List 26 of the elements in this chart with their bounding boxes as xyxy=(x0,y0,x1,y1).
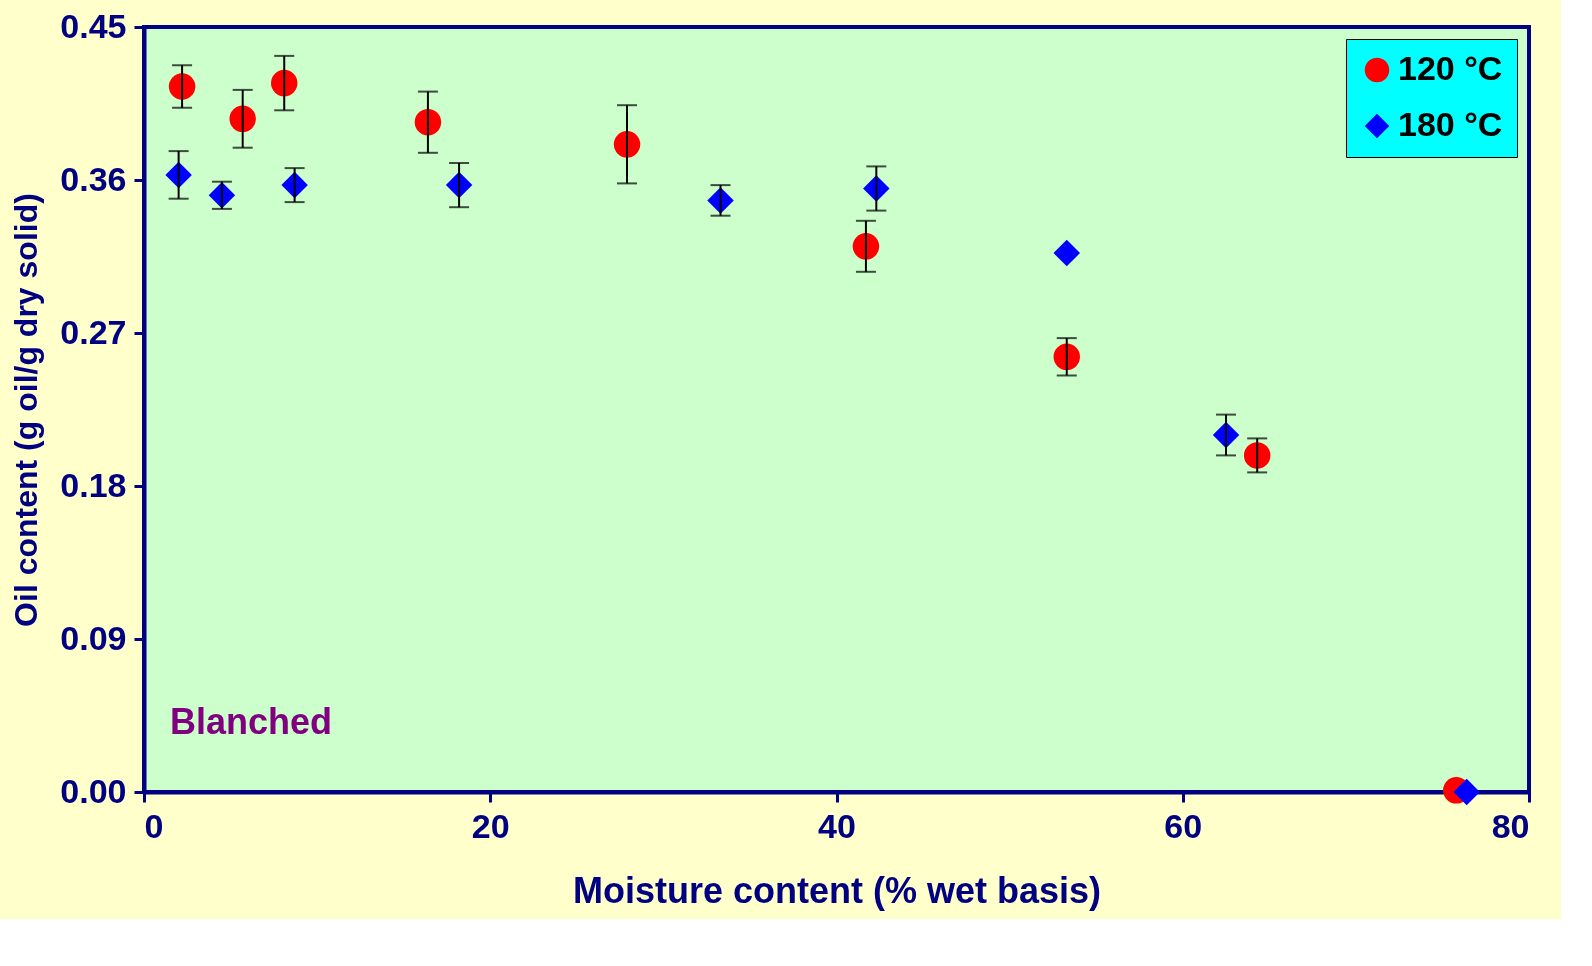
x-tick-label: 0 xyxy=(144,806,164,845)
x-tick-label: 40 xyxy=(818,806,856,845)
y-tick-label: 0.09 xyxy=(60,618,127,657)
point xyxy=(414,109,442,136)
legend-label: 120 °C xyxy=(1398,49,1503,87)
y-axis-title: Oil content (g oil/g dry solid) xyxy=(8,193,45,627)
y-tick-label: 0.27 xyxy=(60,312,127,351)
x-axis-title: Moisture content (% wet basis) xyxy=(572,869,1102,911)
legend-label: 180 °C xyxy=(1398,105,1503,143)
point xyxy=(613,131,641,158)
point xyxy=(229,105,256,132)
point xyxy=(1053,239,1080,267)
point xyxy=(1053,343,1080,370)
point xyxy=(1243,442,1271,469)
annotation: Blanched xyxy=(170,701,333,742)
y-tick-label: 0.00 xyxy=(60,771,127,810)
y-tick-label: 0.36 xyxy=(60,159,127,198)
point xyxy=(168,73,196,100)
x-tick-label: 60 xyxy=(1164,806,1203,845)
point xyxy=(271,69,298,97)
y-tick-label: 0.18 xyxy=(60,465,127,504)
x-tick-label: 20 xyxy=(471,806,510,845)
x-tick-label: 80 xyxy=(1491,806,1530,845)
y-tick-label: 0.45 xyxy=(60,6,127,45)
point xyxy=(1453,778,1480,806)
point xyxy=(852,233,880,260)
